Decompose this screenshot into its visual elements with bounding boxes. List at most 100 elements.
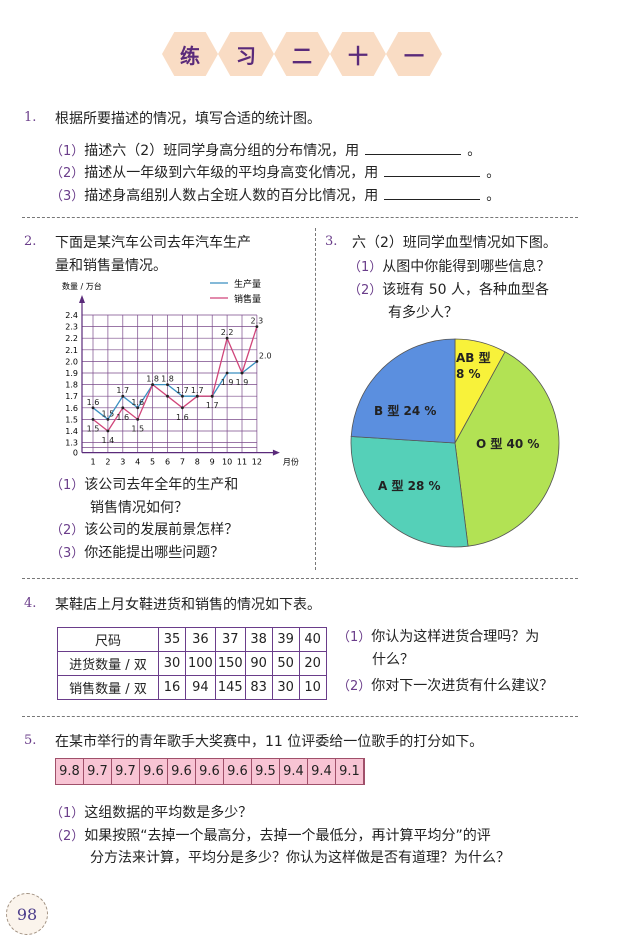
table-cell: 145 [214, 675, 246, 700]
sub-question: （1）你认为这样进货合理吗？为 [337, 626, 539, 646]
legend-label: 生产量 [234, 278, 261, 290]
question-text: 六（2）班同学血型情况如下图。 [352, 235, 557, 251]
question-number: 1. [24, 110, 37, 125]
table-row: 进货数量 / 双 30 100 150 90 50 20 [57, 651, 327, 676]
question-number: 2. [24, 234, 37, 249]
data-point [121, 394, 125, 398]
table-row: 尺码 35 36 37 38 39 40 [57, 627, 327, 652]
legend-label: 销售量 [234, 293, 261, 305]
divider [22, 716, 578, 717]
pie-slice [454, 351, 560, 547]
answer-blank[interactable] [365, 142, 462, 155]
data-point [151, 383, 154, 386]
y-tick-label: 2.3 [65, 323, 78, 332]
score-cell: 9.6 [140, 759, 168, 784]
data-label: 1.6 [131, 398, 144, 407]
sub-number: （2） [348, 283, 383, 298]
score-cell: 9.6 [224, 759, 252, 784]
sub-question: （1）描述六（2）班同学身高分组的分布情况，用 。 [50, 140, 481, 160]
shoe-table: 尺码 35 36 37 38 39 40 进货数量 / 双 30 100 150 90 50 20 销售数量… [57, 627, 327, 700]
row-header: 进货数量 / 双 [57, 651, 159, 676]
title-char: 十 [330, 32, 386, 76]
y-tick-label: 2.4 [65, 311, 78, 320]
sub-text: 什么？ [372, 652, 414, 668]
table-cell: 36 [185, 627, 216, 652]
question-text: 某鞋店上月女鞋进货和销售的情况如下表。 [55, 597, 321, 613]
table-cell: 150 [214, 651, 246, 676]
question-text: 在某市举行的青年歌手大奖赛中，11 位评委给一位歌手的打分如下。 [55, 734, 484, 750]
data-point [136, 418, 140, 421]
data-label: 1.5 [131, 424, 144, 433]
x-tick-label: 12 [252, 458, 262, 467]
sub-number: （2） [50, 523, 85, 538]
data-label: 1.7 [206, 401, 219, 410]
data-point [106, 429, 110, 433]
sub-number: （1） [50, 478, 85, 493]
slice-percent: 8 % [456, 367, 481, 381]
table-cell: 90 [244, 651, 273, 676]
question-text: 量和销售量情况。 [55, 258, 167, 274]
data-label: 1.6 [116, 413, 129, 422]
slice-label: B 型 24 % [374, 403, 436, 418]
table-cell: 38 [244, 627, 273, 652]
sub-question: 分方法来计算，平均分是多少？你认为这样做是否有道理？为什么？ [90, 847, 510, 867]
data-point [240, 371, 244, 375]
data-point [255, 360, 259, 363]
question-number: 5. [24, 733, 37, 748]
answer-blank[interactable] [384, 164, 481, 177]
score-cell: 9.8 [56, 759, 84, 784]
title-char: 二 [274, 32, 330, 76]
data-label: 1.5 [87, 424, 100, 433]
sub-question: 什么？ [372, 649, 414, 669]
sub-text: 该公司的发展前景怎样？ [84, 522, 239, 538]
table-cell: 37 [214, 627, 246, 652]
data-point [181, 394, 184, 398]
y-tick-label: 1.7 [65, 392, 78, 401]
table-cell: 16 [158, 675, 186, 700]
sub-number: （1） [50, 806, 85, 821]
title-char: 一 [386, 32, 442, 76]
sub-question: （3）你还能提出哪些问题？ [50, 542, 224, 562]
score-row: 9.8 9.7 9.7 9.6 9.6 9.6 9.6 9.5 9.4 9.4 9.1 [55, 758, 365, 785]
question-number: 4. [24, 596, 37, 611]
title-char: 习 [218, 32, 274, 76]
y-tick-label: 0 [73, 449, 78, 458]
table-cell: 50 [271, 651, 300, 676]
sub-number: （2） [50, 829, 85, 844]
score-cell: 9.7 [112, 759, 140, 784]
x-tick-label: 4 [135, 458, 140, 467]
data-label: 1.6 [176, 413, 189, 422]
table-cell: 40 [298, 627, 327, 652]
sub-question: （1）这组数据的平均数是多少？ [50, 802, 252, 822]
data-label: 1.8 [146, 375, 159, 384]
sub-question: （2）你对下一次进货有什么建议？ [337, 675, 553, 695]
y-axis-arrow [79, 295, 85, 303]
x-tick-label: 9 [210, 458, 215, 467]
table-cell: 10 [298, 675, 327, 700]
sub-question: （1）该公司去年全年的生产和 [50, 474, 238, 494]
sub-text: 你认为这样进货合理吗？为 [371, 629, 540, 645]
y-tick-label: 1.8 [65, 381, 78, 390]
sub-text: 该班有 50 人，各种血型各 [382, 282, 549, 298]
pie-chart: AB 型 8 % O 型 40 % A 型 28 % B 型 24 % [350, 338, 560, 548]
data-point [136, 406, 140, 410]
sub-question: 销售情况如何？ [90, 497, 188, 517]
data-point [166, 383, 169, 386]
sub-text: 如果按照“去掉一个最高分，去掉一个最低分，再计算平均分”的评 [84, 828, 491, 844]
data-label: 1.5 [102, 409, 115, 418]
question-number: 3. [325, 234, 338, 249]
table-cell: 39 [271, 627, 300, 652]
y-tick-label: 2.1 [65, 346, 78, 355]
data-point [91, 418, 95, 421]
data-label: 1.8 [161, 375, 174, 384]
answer-blank[interactable] [384, 187, 481, 200]
question-text: 下面是某汽车公司去年汽车生产 [55, 235, 251, 251]
question-text: 根据所要描述的情况，填写合适的统计图。 [55, 111, 321, 127]
data-label: 1.7 [116, 386, 129, 395]
y-axis-label: 数量 / 万台 [62, 281, 102, 291]
sub-number: （3） [50, 546, 85, 561]
period: 。 [486, 188, 501, 204]
y-tick-label: 1.3 [65, 439, 78, 448]
score-cell: 9.6 [196, 759, 224, 784]
